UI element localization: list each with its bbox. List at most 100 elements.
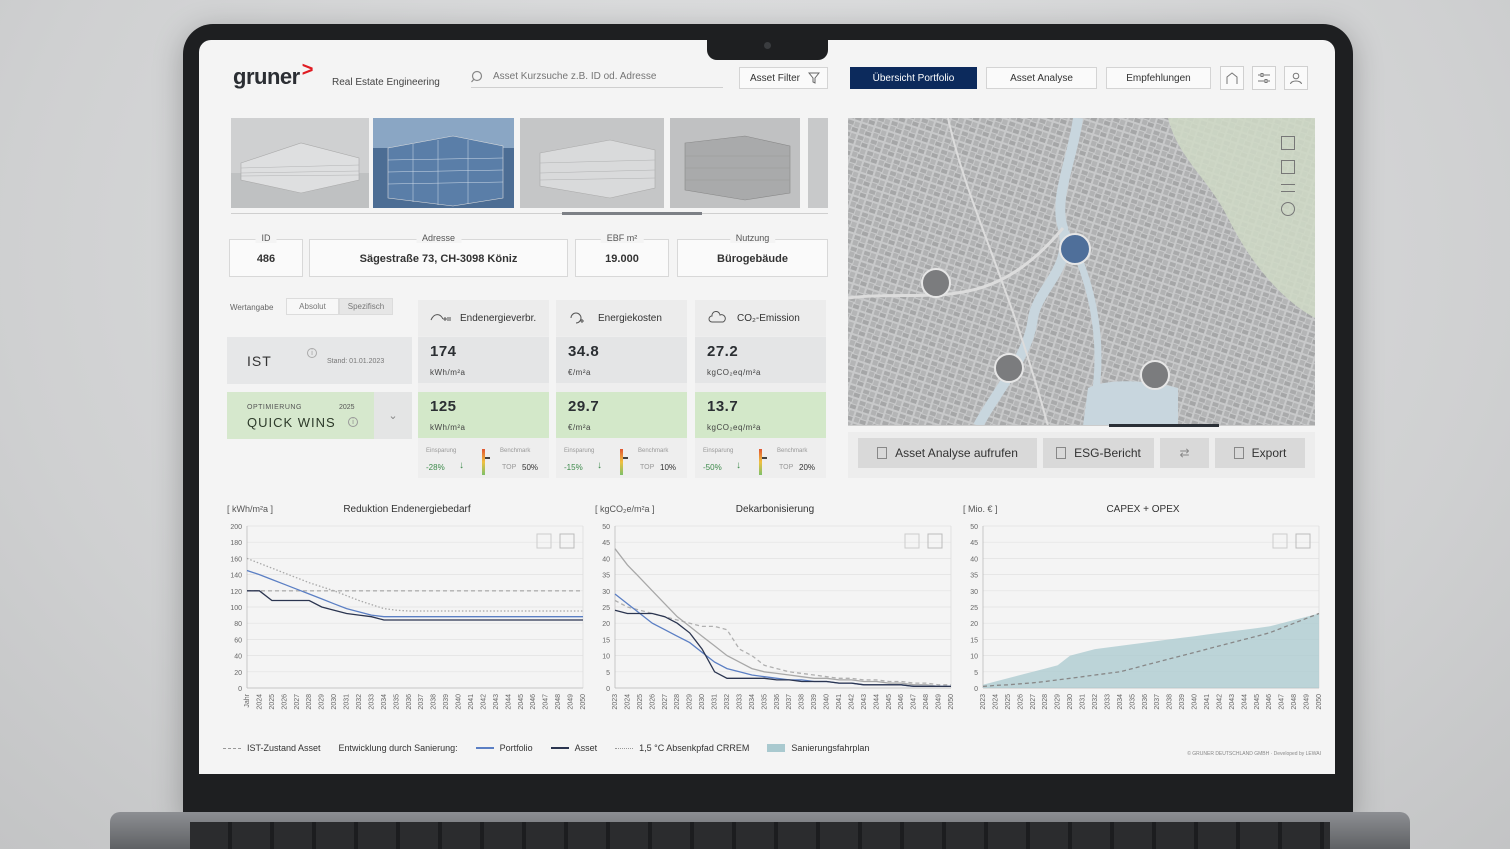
swap-arrows-icon: ⇄ <box>1179 446 1190 460</box>
map-pin[interactable] <box>921 268 951 298</box>
x-tick-label: 2033 <box>1104 694 1111 710</box>
filter-label: Asset Filter <box>750 72 801 84</box>
kpi-opt-value: 125 <box>430 398 457 415</box>
map-scrollbar[interactable] <box>1109 424 1219 427</box>
y-tick-label: 50 <box>970 524 978 531</box>
x-tick-label: 2046 <box>898 694 905 710</box>
x-tick-label: 2040 <box>824 694 831 710</box>
y-tick-label: 200 <box>230 524 242 531</box>
map-layer-icon[interactable] <box>1281 160 1295 174</box>
building-thumbnail[interactable] <box>670 118 800 208</box>
building-thumbnail-partial[interactable] <box>808 118 828 208</box>
series-line <box>982 612 1320 688</box>
series-line <box>614 593 951 688</box>
x-tick-label: 2028 <box>674 694 681 710</box>
y-tick-label: 20 <box>970 621 978 628</box>
asset-filter-button[interactable]: Asset Filter <box>739 67 828 89</box>
kpi-opt-value: 29.7 <box>568 398 600 415</box>
y-tick-label: 20 <box>234 670 242 677</box>
kpi-endenergie: Endenergieverbr. 174 kWh/m²a 125 kWh/m²a E… <box>418 300 549 478</box>
benchmark-gauge <box>759 449 762 475</box>
building-thumbnail-selected[interactable] <box>373 118 514 208</box>
chart-unit: [ kgCO₂e/m²a ] <box>595 504 655 514</box>
map-pin[interactable] <box>1140 360 1170 390</box>
y-tick-label: 40 <box>234 654 242 661</box>
x-tick-label: 2045 <box>518 694 525 710</box>
tab-uebersicht-portfolio[interactable]: Übersicht Portfolio <box>850 67 977 89</box>
stand-date: Stand: 01.01.2023 <box>327 358 385 365</box>
x-tick-label: 2045 <box>886 694 893 710</box>
arrow-down-icon: ↓ <box>597 460 602 471</box>
x-tick-label: 2036 <box>1142 694 1149 710</box>
map-pin[interactable] <box>1059 233 1091 265</box>
kpi-opt-value: 13.7 <box>707 398 739 415</box>
x-tick-label: 2050 <box>580 694 587 710</box>
logo[interactable]: gruner > <box>233 59 313 89</box>
series-line <box>246 569 583 618</box>
x-tick-label: 2031 <box>712 694 719 710</box>
portfolio-map[interactable] <box>848 118 1315 426</box>
tab-empfehlungen[interactable]: Empfehlungen <box>1106 67 1211 89</box>
x-tick-label: 2039 <box>443 694 450 710</box>
series-line <box>247 590 583 621</box>
asset-analyse-aufrufen-button[interactable]: Asset Analyse aufrufen <box>858 438 1037 468</box>
map-fullscreen-icon[interactable] <box>1281 136 1295 150</box>
field-nutzung: Nutzung Bürogebäude <box>677 233 828 277</box>
settings-sliders-icon <box>1258 73 1270 83</box>
kpi-ist-value: 34.8 <box>568 343 600 360</box>
home-button[interactable] <box>1220 66 1244 90</box>
map-locate-icon[interactable] <box>1281 202 1295 216</box>
x-tick-label: 2034 <box>749 694 756 710</box>
swap-button[interactable]: ⇄ <box>1160 438 1209 468</box>
building-thumbnail[interactable] <box>520 118 664 208</box>
asset-search[interactable] <box>471 66 723 88</box>
building-thumbnail[interactable] <box>231 118 369 208</box>
x-tick-label: 2048 <box>1291 694 1298 710</box>
y-tick-label: 0 <box>606 686 610 693</box>
quickwins-year: 2025 <box>339 404 355 411</box>
map-tools <box>1281 136 1295 216</box>
chart-info-icon <box>536 533 552 549</box>
x-tick-label: 2027 <box>662 694 669 710</box>
x-tick-label: 2040 <box>456 694 463 710</box>
carousel-track <box>231 213 828 214</box>
chart-title: Dekarbonisierung <box>735 504 815 515</box>
info-icon[interactable]: i <box>348 417 358 427</box>
kpi-unit: kWh/m²a <box>430 368 466 377</box>
x-tick-label: 2029 <box>1055 694 1062 710</box>
kpi-title: CO₂-Emission <box>737 312 800 324</box>
export-button[interactable]: Export <box>1215 438 1305 468</box>
y-tick-label: 25 <box>970 605 978 612</box>
user-button[interactable] <box>1284 66 1308 90</box>
toggle-absolut[interactable]: Absolut <box>286 298 339 315</box>
y-tick-label: 160 <box>230 556 242 563</box>
chart-download-icon <box>559 533 575 549</box>
settings-button[interactable] <box>1252 66 1276 90</box>
benchmark-gauge <box>620 449 623 475</box>
map-pin[interactable] <box>994 353 1024 383</box>
quickwins-dropdown[interactable]: ⌄ <box>374 392 412 439</box>
home-icon <box>1226 72 1238 84</box>
x-tick-label: 2039 <box>1179 694 1186 710</box>
camera-icon <box>764 42 771 49</box>
toggle-spezifisch[interactable]: Spezifisch <box>339 298 393 315</box>
x-tick-label: 2034 <box>1117 694 1124 710</box>
x-tick-label: 2028 <box>1042 694 1049 710</box>
info-icon[interactable]: i <box>307 348 317 358</box>
carousel-scrollbar[interactable] <box>562 212 702 215</box>
benchmark-gauge <box>482 449 485 475</box>
search-input[interactable] <box>493 71 713 82</box>
map-filter-icon[interactable] <box>1281 184 1295 192</box>
quickwins-row-label: OPTIMIERUNG 2025 QUICK WINS i ⌄ <box>227 392 412 439</box>
esg-bericht-button[interactable]: ESG-Bericht <box>1043 438 1154 468</box>
benchmark-top-value: 10% <box>660 463 677 472</box>
einsparung-value: -50% <box>703 463 722 472</box>
y-tick-label: 20 <box>602 621 610 628</box>
x-tick-label: 2028 <box>306 694 313 710</box>
x-tick-label: 2033 <box>736 694 743 710</box>
x-tick-label: 2034 <box>381 694 388 710</box>
x-tick-label: 2024 <box>992 694 999 710</box>
tab-asset-analyse[interactable]: Asset Analyse <box>986 67 1097 89</box>
y-tick-label: 5 <box>974 670 978 677</box>
